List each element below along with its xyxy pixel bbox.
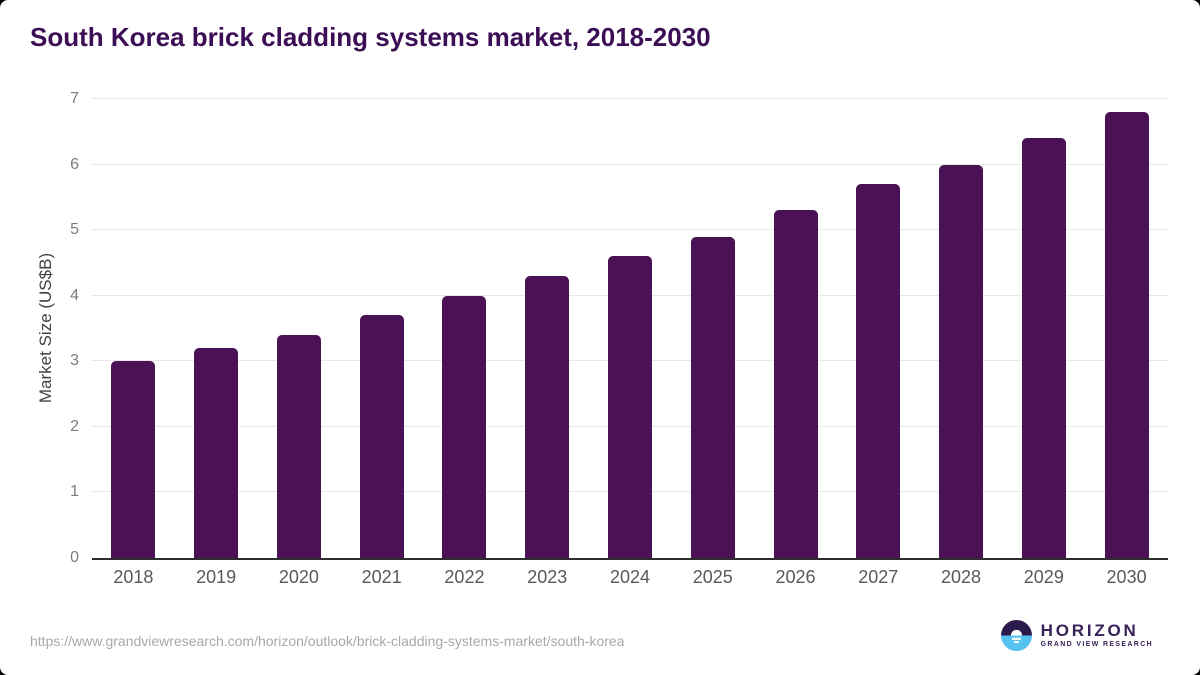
x-tick-label-2025: 2025 — [692, 567, 733, 587]
bar-2023 — [525, 276, 570, 558]
bar-2027 — [856, 184, 901, 558]
x-tick-label-2024: 2024 — [609, 567, 650, 587]
bar-slot-2029 — [1002, 99, 1085, 558]
logo-subtitle: GRAND VIEW RESEARCH — [1040, 641, 1153, 649]
y-tick-label-6: 6 — [70, 155, 79, 173]
bar-slot-2030 — [1085, 99, 1168, 558]
source-url: https://www.grandviewresearch.com/horizo… — [30, 633, 625, 649]
bar-2022 — [442, 295, 487, 558]
x-axis-labels: 2018 2019 2020 2021 2022 2023 2024 2025 2026 2027… — [92, 567, 1168, 588]
y-axis-title: Market Size (US$B) — [36, 252, 55, 404]
bar-2024 — [607, 256, 652, 558]
x-tick-label-2021: 2021 — [361, 567, 402, 587]
bar-2018 — [111, 361, 156, 558]
y-tick-label-1: 1 — [70, 483, 79, 501]
y-tick-label-0: 0 — [70, 549, 79, 566]
y-tick-label-4: 4 — [70, 286, 79, 304]
x-tick-label-2019: 2019 — [196, 567, 237, 587]
bar-slot-2025 — [671, 99, 754, 558]
bar-2030 — [1104, 112, 1149, 558]
x-tick-label-2023: 2023 — [527, 567, 568, 587]
x-tick-label-2030: 2030 — [1106, 567, 1147, 587]
logo-sky-half — [1000, 620, 1032, 636]
bar-slot-2028 — [920, 99, 1003, 558]
bar-slot-2020 — [258, 99, 341, 558]
logo-sea-half — [1000, 635, 1032, 651]
horizon-sun-icon — [1000, 620, 1032, 651]
bar-slot-2024 — [589, 99, 672, 558]
bar-slot-2022 — [423, 99, 506, 558]
y-tick-label-3: 3 — [70, 352, 79, 370]
chart-title: South Korea brick cladding systems marke… — [30, 22, 711, 52]
x-tick-label-2029: 2029 — [1023, 567, 1064, 587]
bars-group — [92, 99, 1168, 558]
y-tick-label-7: 7 — [70, 90, 79, 107]
bar-2026 — [773, 210, 818, 558]
bar-2020 — [276, 335, 321, 558]
logo-wave-line-2 — [1013, 641, 1019, 644]
bar-2029 — [1021, 138, 1066, 558]
logo-sun-shape — [1010, 629, 1022, 636]
x-tick-label-2020: 2020 — [278, 567, 319, 587]
bar-2025 — [690, 236, 735, 558]
gridline-5 — [92, 229, 1168, 231]
plot-area: 0 1 2 3 4 5 6 7 — [70, 91, 1168, 566]
x-tick-label-2026: 2026 — [775, 567, 816, 587]
x-tick-label-2027: 2027 — [858, 567, 899, 587]
logo-wave-line-1 — [1011, 637, 1021, 640]
gridline-7 — [92, 98, 1168, 99]
bar-slot-2019 — [175, 99, 258, 558]
x-tick-label-2018: 2018 — [113, 567, 154, 587]
logo-wordmark: HORIZON — [1040, 621, 1139, 641]
bar-2028 — [939, 164, 984, 558]
y-tick-label-5: 5 — [70, 221, 79, 239]
x-tick-label-2028: 2028 — [941, 567, 982, 587]
gridline-6 — [92, 163, 1168, 165]
horizon-logo: HORIZON GRAND VIEW RESEARCH — [1000, 620, 1153, 651]
x-tick-label-2022: 2022 — [444, 567, 485, 587]
bar-slot-2021 — [340, 99, 423, 558]
bar-2019 — [194, 348, 239, 558]
y-tick-label-2: 2 — [70, 417, 79, 435]
bar-2021 — [359, 315, 404, 558]
logo-text: HORIZON GRAND VIEW RESEARCH — [1041, 622, 1153, 649]
bar-slot-2026 — [754, 99, 837, 558]
bar-slot-2023 — [506, 99, 589, 558]
bar-slot-2018 — [92, 99, 175, 558]
bar-slot-2027 — [837, 99, 920, 558]
